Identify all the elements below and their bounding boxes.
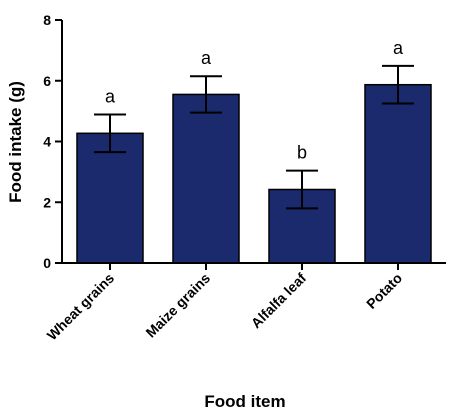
significance-label-2: a bbox=[201, 48, 212, 68]
y-tick-label-1: 0 bbox=[43, 255, 51, 271]
y-tick-label-3: 4 bbox=[43, 134, 51, 150]
x-tick-label-2: Maize grains bbox=[142, 270, 213, 341]
bar-1 bbox=[76, 132, 144, 264]
x-tick-label-3: Alfalfa leaf bbox=[248, 270, 310, 332]
x-tick-label-1: Wheat grains bbox=[44, 270, 118, 344]
y-tick-label-4: 6 bbox=[43, 73, 51, 89]
bar-2 bbox=[172, 93, 240, 264]
significance-label-1: a bbox=[105, 86, 116, 106]
significance-label-3: b bbox=[297, 143, 307, 163]
x-axis-title: Food item bbox=[204, 392, 285, 411]
x-tick-label-4: Potato bbox=[363, 270, 405, 312]
bar-4 bbox=[364, 83, 432, 264]
y-tick-label-2: 2 bbox=[43, 194, 51, 210]
y-axis-title: Food intake (g) bbox=[6, 81, 25, 203]
y-tick-label-5: 8 bbox=[43, 12, 51, 28]
significance-label-4: a bbox=[393, 38, 404, 58]
